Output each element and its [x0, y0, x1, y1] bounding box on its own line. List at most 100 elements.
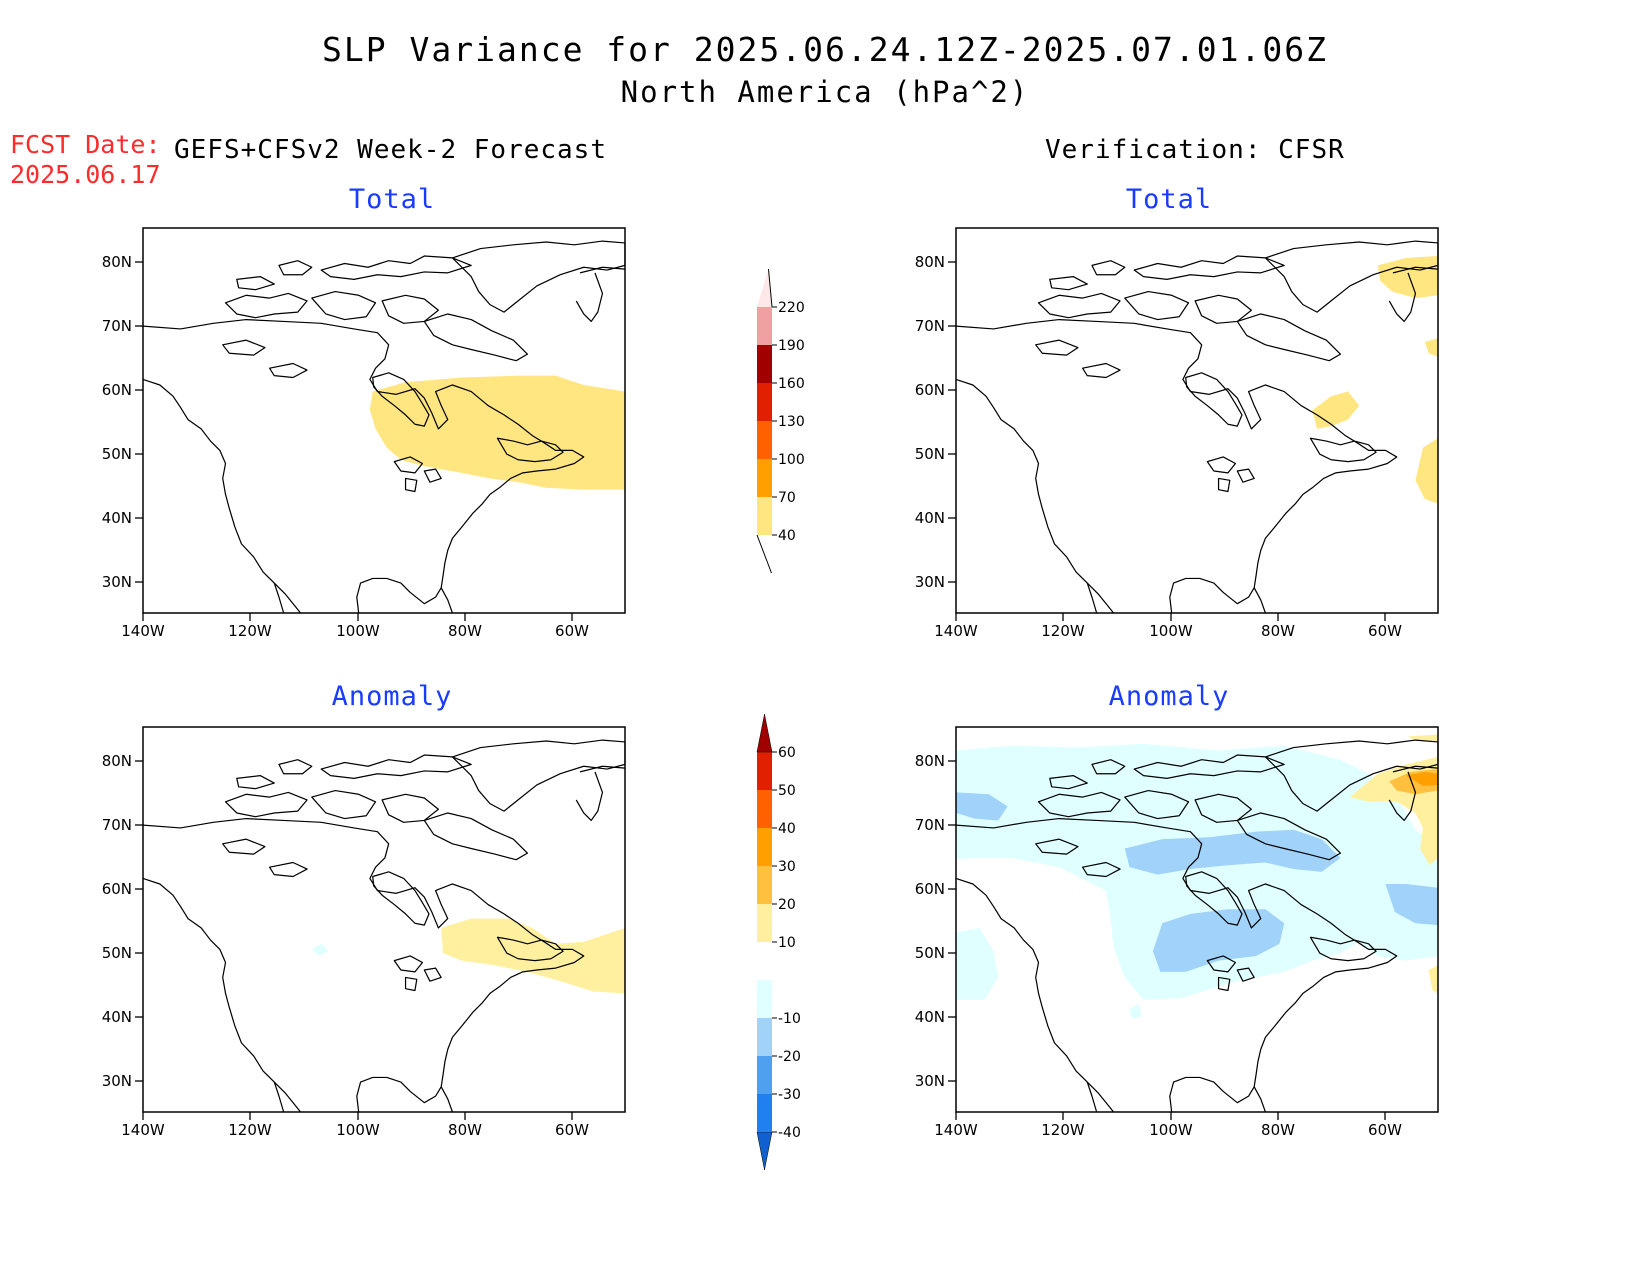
lat-tick-label: 70N [102, 317, 132, 335]
colorbar-anomaly-label: -20 [778, 1049, 801, 1065]
colorbar-total-lower-edge [756, 534, 772, 574]
lon-tick-label: 80W [448, 1121, 482, 1139]
colorbar-anomaly-label: 60 [778, 745, 796, 761]
panel-subtitle-verification-total: Total [1125, 184, 1213, 215]
panel-forecast-total [142, 227, 626, 614]
colorbar-anomaly-bin [757, 904, 772, 942]
fcst-date-value: 2025.06.17 [10, 160, 161, 189]
lat-tick-label: 30N [915, 1072, 945, 1090]
colorbar-total-bin [757, 421, 772, 459]
left-column-title: GEFS+CFSv2 Week-2 Forecast [174, 135, 607, 165]
colorbar-anomaly-bin [757, 752, 772, 790]
panel-subtitle-forecast-anomaly: Anomaly [331, 681, 453, 712]
lon-tick-label: 100W [1149, 1121, 1193, 1139]
colorbar-anomaly-label: 50 [778, 783, 796, 799]
colorbar-anomaly-label: 30 [778, 859, 796, 875]
lat-tick-label: 40N [102, 1008, 132, 1026]
colorbar-anomaly-bin [757, 790, 772, 828]
panel-subtitle-verification-anomaly: Anomaly [1108, 681, 1230, 712]
lon-tick-label: 140W [934, 622, 978, 640]
lon-tick-label: 60W [1368, 1121, 1402, 1139]
colorbar-total-label: 160 [778, 376, 805, 392]
lat-tick-label: 80N [915, 253, 945, 271]
right-column-title: Verification: CFSR [1045, 135, 1345, 165]
colorbar-anomaly-bin [757, 1094, 772, 1132]
lat-tick-label: 70N [102, 816, 132, 834]
colorbar-anomaly-label: 20 [778, 897, 796, 913]
panel-verification-total [955, 227, 1439, 614]
main-subtitle: North America (hPa^2) [620, 75, 1030, 109]
lat-tick-label: 80N [102, 752, 132, 770]
colorbar-total-bin [757, 383, 772, 421]
lat-tick-label: 80N [915, 752, 945, 770]
colorbar-anomaly-bin [757, 866, 772, 904]
lat-tick-label: 50N [915, 445, 945, 463]
colorbar-total-label: 100 [778, 452, 805, 468]
colorbar-anomaly: -40 -30 -20 -10 10 20 30 40 50 60 [756, 713, 801, 1171]
lat-tick-label: 70N [915, 317, 945, 335]
colorbar-total-label: 130 [778, 414, 805, 430]
colorbar-anomaly-label: 40 [778, 821, 796, 837]
map-axes: 140W 120W 100W 80W 60W 80N 70N 60N 50N 40N 30N 140W… [102, 253, 1402, 1139]
lon-tick-label: 100W [336, 1121, 380, 1139]
colorbar-anomaly-upper-extension [756, 713, 773, 753]
lon-tick-label: 80W [1261, 1121, 1295, 1139]
colorbar-total-label: 220 [778, 300, 805, 316]
lat-tick-label: 60N [102, 880, 132, 898]
colorbar-total-upper-edge [768, 268, 773, 308]
lat-tick-label: 80N [102, 253, 132, 271]
lat-tick-label: 50N [915, 944, 945, 962]
lat-tick-label: 40N [915, 1008, 945, 1026]
lon-tick-label: 80W [1261, 622, 1295, 640]
lon-tick-label: 120W [228, 1121, 272, 1139]
colorbar-anomaly-bin [757, 980, 772, 1018]
lon-tick-label: 140W [934, 1121, 978, 1139]
colorbar-anomaly-label: -40 [778, 1125, 801, 1141]
lat-tick-label: 70N [915, 816, 945, 834]
colorbar-anomaly-bin [757, 828, 772, 866]
colorbar-total-label: 190 [778, 338, 805, 354]
colorbar-anomaly-bin [757, 1056, 772, 1094]
colorbar-total-label: 70 [778, 490, 796, 506]
lat-tick-label: 60N [915, 381, 945, 399]
lon-tick-label: 120W [1041, 1121, 1085, 1139]
lat-tick-label: 30N [915, 573, 945, 591]
lat-tick-label: 60N [102, 381, 132, 399]
colorbar-anomaly-label: -10 [778, 1011, 801, 1027]
lon-tick-label: 100W [1149, 622, 1193, 640]
colorbar-total: 40 70 100 130 160 190 220 [756, 268, 805, 574]
colorbar-anomaly-lower-extension [756, 1131, 773, 1171]
lat-tick-label: 50N [102, 445, 132, 463]
colorbar-total-label: 40 [778, 528, 796, 544]
lat-tick-label: 50N [102, 944, 132, 962]
lat-tick-label: 30N [102, 573, 132, 591]
colorbar-total-bin [757, 497, 772, 535]
lon-tick-label: 60W [1368, 622, 1402, 640]
colorbar-anomaly-bin [757, 1018, 772, 1056]
panel-verification-anomaly [955, 726, 1439, 1113]
panel-subtitle-forecast-total: Total [348, 184, 436, 215]
lon-tick-label: 140W [121, 622, 165, 640]
colorbar-total-bin [757, 345, 772, 383]
colorbar-anomaly-label: -30 [778, 1087, 801, 1103]
lat-tick-label: 40N [102, 509, 132, 527]
colorbar-anomaly-label: 10 [778, 935, 796, 951]
lat-tick-label: 30N [102, 1072, 132, 1090]
lat-tick-label: 60N [915, 880, 945, 898]
lon-tick-label: 60W [555, 622, 589, 640]
lon-tick-label: 100W [336, 622, 380, 640]
lon-tick-label: 60W [555, 1121, 589, 1139]
lon-tick-label: 80W [448, 622, 482, 640]
colorbar-total-upper-extension [757, 269, 772, 307]
lon-tick-label: 120W [228, 622, 272, 640]
lon-tick-label: 120W [1041, 622, 1085, 640]
colorbar-total-bin [757, 307, 772, 345]
main-title: SLP Variance for 2025.06.24.12Z-2025.07.… [322, 30, 1328, 69]
fcst-date-label: FCST Date: [10, 130, 161, 159]
lon-tick-label: 140W [121, 1121, 165, 1139]
panel-forecast-anomaly [142, 726, 626, 1113]
colorbar-anomaly-bin [757, 942, 772, 980]
lat-tick-label: 40N [915, 509, 945, 527]
colorbar-total-bin [757, 459, 772, 497]
